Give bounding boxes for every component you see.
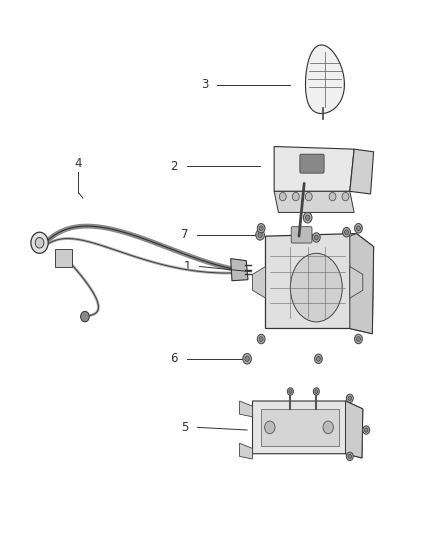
- Circle shape: [257, 334, 265, 344]
- Polygon shape: [350, 149, 374, 194]
- Circle shape: [31, 232, 48, 253]
- Polygon shape: [305, 45, 344, 114]
- Text: 4: 4: [75, 157, 82, 170]
- Circle shape: [314, 235, 318, 240]
- Circle shape: [256, 230, 265, 240]
- Polygon shape: [346, 401, 363, 458]
- Polygon shape: [274, 147, 354, 191]
- Polygon shape: [350, 266, 363, 298]
- Circle shape: [81, 311, 89, 322]
- Text: 6: 6: [170, 352, 178, 365]
- Circle shape: [363, 426, 370, 434]
- Circle shape: [245, 356, 249, 361]
- Polygon shape: [274, 191, 354, 213]
- Ellipse shape: [290, 253, 342, 322]
- Circle shape: [357, 226, 360, 231]
- Circle shape: [259, 337, 263, 342]
- FancyBboxPatch shape: [291, 227, 312, 243]
- Circle shape: [287, 388, 293, 395]
- Circle shape: [348, 454, 352, 458]
- Circle shape: [323, 421, 333, 434]
- Circle shape: [305, 215, 310, 220]
- Circle shape: [312, 233, 320, 242]
- FancyBboxPatch shape: [55, 248, 72, 266]
- Circle shape: [348, 396, 352, 400]
- Circle shape: [313, 388, 319, 395]
- Circle shape: [304, 213, 312, 223]
- Circle shape: [305, 192, 312, 201]
- Circle shape: [357, 337, 360, 342]
- Circle shape: [355, 223, 362, 233]
- Polygon shape: [261, 409, 339, 446]
- Circle shape: [314, 354, 322, 364]
- Circle shape: [345, 230, 349, 235]
- Polygon shape: [350, 233, 374, 334]
- Circle shape: [355, 334, 362, 344]
- Circle shape: [364, 428, 368, 432]
- Text: 1: 1: [184, 260, 191, 273]
- Polygon shape: [240, 401, 253, 417]
- Circle shape: [292, 192, 299, 201]
- Circle shape: [346, 452, 353, 461]
- Polygon shape: [231, 259, 248, 281]
- Polygon shape: [240, 443, 253, 459]
- Circle shape: [342, 192, 349, 201]
- Polygon shape: [265, 233, 374, 334]
- Circle shape: [258, 232, 262, 238]
- Circle shape: [329, 192, 336, 201]
- Text: 7: 7: [181, 228, 189, 241]
- Circle shape: [35, 238, 44, 248]
- FancyBboxPatch shape: [300, 154, 324, 173]
- Circle shape: [315, 390, 318, 393]
- Circle shape: [265, 421, 275, 434]
- Polygon shape: [253, 401, 363, 458]
- Circle shape: [259, 226, 263, 231]
- Circle shape: [289, 390, 292, 393]
- Text: 3: 3: [201, 78, 208, 91]
- Circle shape: [346, 394, 353, 402]
- Circle shape: [279, 192, 286, 201]
- Text: 5: 5: [181, 421, 189, 434]
- Text: 2: 2: [170, 160, 178, 173]
- Circle shape: [257, 223, 265, 233]
- Circle shape: [317, 357, 321, 361]
- Circle shape: [343, 228, 350, 237]
- Polygon shape: [253, 266, 265, 298]
- Circle shape: [243, 353, 251, 364]
